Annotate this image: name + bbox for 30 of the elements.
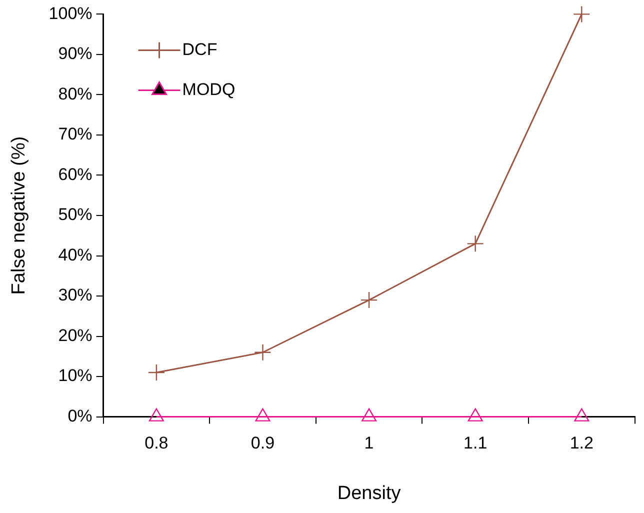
- y-tick-label: 0%: [68, 406, 92, 426]
- y-tick-label: 80%: [58, 84, 92, 104]
- point: [574, 408, 590, 422]
- point: [466, 235, 484, 252]
- point: [255, 408, 270, 422]
- point: [573, 6, 590, 23]
- y-tick-label: 90%: [58, 44, 92, 64]
- point: [254, 344, 272, 361]
- x-tick-label: 0.9: [250, 434, 275, 453]
- point: [148, 364, 166, 382]
- y-axis-title: False negative (%): [8, 136, 30, 295]
- x-tick-label: 1.2: [570, 434, 594, 453]
- legend-label: DCF: [182, 40, 218, 59]
- y-tick-label: 40%: [58, 245, 92, 264]
- point: [148, 408, 164, 422]
- y-tick-label: 30%: [58, 286, 92, 305]
- y-tick-label: 60%: [58, 164, 92, 184]
- legend-label: MODQ: [182, 80, 236, 99]
- y-tick-label: 50%: [58, 205, 92, 224]
- y-tick-label: 70%: [58, 124, 92, 144]
- x-tick-label: 0.8: [144, 434, 168, 453]
- point: [468, 408, 483, 422]
- y-tick-label: 20%: [58, 326, 92, 345]
- x-tick-label: 1.1: [464, 434, 488, 453]
- point: [362, 408, 377, 422]
- y-tick-label: 10%: [58, 366, 92, 386]
- point: [360, 291, 378, 309]
- x-tick-label: 1: [364, 434, 374, 453]
- y-tick-label: 100%: [48, 4, 92, 23]
- x-axis-title: Density: [337, 482, 402, 504]
